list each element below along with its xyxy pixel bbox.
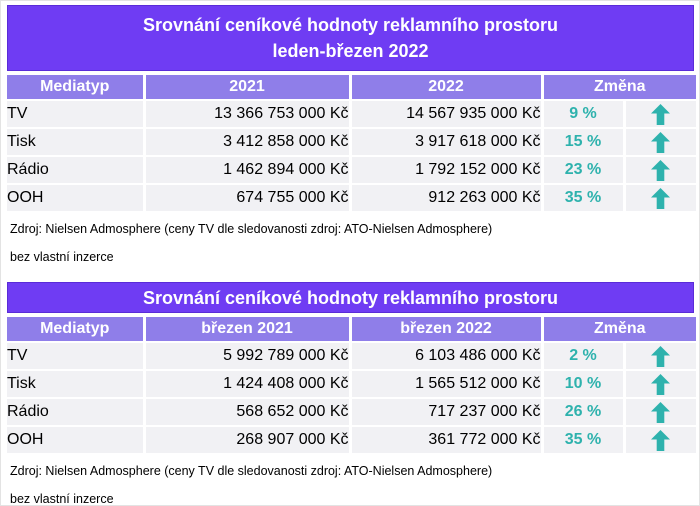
trend-cell — [624, 370, 697, 399]
table-1-block: Srovnání ceníkové hodnoty reklamního pro… — [7, 5, 697, 264]
mediatyp-cell: TV — [7, 100, 146, 129]
up-arrow-icon — [651, 131, 671, 153]
up-arrow-icon — [651, 401, 671, 423]
change-percent-cell: 9 % — [542, 100, 626, 129]
change-percent-cell: 2 % — [542, 342, 626, 371]
mediatyp-cell: OOH — [7, 184, 146, 213]
table-row: Rádio 1 462 894 000 Kč 1 792 152 000 Kč … — [7, 156, 697, 185]
value-2021-cell: 3 412 858 000 Kč — [144, 128, 352, 157]
change-percent-cell: 35 % — [542, 184, 626, 213]
value-2022-cell: 912 263 000 Kč — [350, 184, 544, 213]
value-brezen-2021-cell: 1 424 408 000 Kč — [144, 370, 352, 399]
table-1-title-line1: Srovnání ceníkové hodnoty reklamního pro… — [142, 15, 559, 35]
change-percent-cell: 35 % — [542, 426, 626, 455]
value-brezen-2021-cell: 568 652 000 Kč — [144, 398, 352, 427]
value-brezen-2022-cell: 6 103 486 000 Kč — [350, 342, 544, 371]
table-2-title: Srovnání ceníkové hodnoty reklamního pro… — [7, 282, 694, 313]
col-header-brezen-2021: březen 2021 — [144, 317, 352, 343]
table-row: Tisk 3 412 858 000 Kč 3 917 618 000 Kč 1… — [7, 128, 697, 157]
comparison-table-1: Mediatyp 2021 2022 Změna TV 13 366 753 0… — [7, 75, 697, 213]
trend-cell — [624, 426, 697, 455]
change-percent-cell: 26 % — [542, 398, 626, 427]
mediatyp-cell: OOH — [7, 426, 146, 455]
note-text: bez vlastní inzerce — [10, 250, 114, 264]
table-2-title-line1: Srovnání ceníkové hodnoty reklamního pro… — [142, 287, 559, 308]
change-percent-cell: 23 % — [542, 156, 626, 185]
trend-cell — [624, 342, 697, 371]
value-brezen-2021-cell: 268 907 000 Kč — [144, 426, 352, 455]
col-header-2022: 2022 — [350, 75, 544, 101]
value-2022-cell: 3 917 618 000 Kč — [350, 128, 544, 157]
up-arrow-icon — [651, 159, 671, 181]
col-header-brezen-2022: březen 2022 — [350, 317, 544, 343]
trend-cell — [624, 156, 697, 185]
table-row: OOH 674 755 000 Kč 912 263 000 Kč 35 % — [7, 184, 697, 213]
table-2-header-row: Mediatyp březen 2021 březen 2022 Změna — [7, 317, 697, 343]
mediatyp-cell: Rádio — [7, 156, 146, 185]
col-header-zmena: Změna — [542, 75, 697, 101]
up-arrow-icon — [651, 345, 671, 367]
value-brezen-2022-cell: 361 772 000 Kč — [350, 426, 544, 455]
value-2021-cell: 13 366 753 000 Kč — [144, 100, 352, 129]
trend-cell — [624, 100, 697, 129]
change-percent-cell: 10 % — [542, 370, 626, 399]
table-row: Tisk 1 424 408 000 Kč 1 565 512 000 Kč 1… — [7, 370, 697, 399]
trend-cell — [624, 398, 697, 427]
comparison-table-2: Mediatyp březen 2021 březen 2022 Změna T… — [7, 317, 697, 455]
trend-cell — [624, 184, 697, 213]
note-text: bez vlastní inzerce — [10, 492, 114, 506]
table-row: TV 5 992 789 000 Kč 6 103 486 000 Kč 2 % — [7, 342, 697, 371]
value-2021-cell: 1 462 894 000 Kč — [144, 156, 352, 185]
mediatyp-cell: Tisk — [7, 128, 146, 157]
source-text: Zdroj: Nielsen Admosphere (ceny TV dle s… — [10, 464, 493, 478]
table-row: OOH 268 907 000 Kč 361 772 000 Kč 35 % — [7, 426, 697, 455]
up-arrow-icon — [651, 373, 671, 395]
up-arrow-icon — [651, 103, 671, 125]
mediatyp-cell: Rádio — [7, 398, 146, 427]
up-arrow-icon — [651, 429, 671, 451]
trend-cell — [624, 128, 697, 157]
change-percent-cell: 15 % — [542, 128, 626, 157]
col-header-2021: 2021 — [144, 75, 352, 101]
spacer — [7, 264, 694, 282]
col-header-mediatyp: Mediatyp — [7, 317, 146, 343]
col-header-mediatyp: Mediatyp — [7, 75, 146, 101]
mediatyp-cell: TV — [7, 342, 146, 371]
col-header-zmena: Změna — [542, 317, 697, 343]
value-2021-cell: 674 755 000 Kč — [144, 184, 352, 213]
table-1-title-line2: leden-březen 2022 — [272, 41, 429, 61]
table-row: TV 13 366 753 000 Kč 14 567 935 000 Kč 9… — [7, 100, 697, 129]
value-2022-cell: 14 567 935 000 Kč — [350, 100, 544, 129]
mediatyp-cell: Tisk — [7, 370, 146, 399]
value-brezen-2022-cell: 1 565 512 000 Kč — [350, 370, 544, 399]
value-2022-cell: 1 792 152 000 Kč — [350, 156, 544, 185]
up-arrow-icon — [651, 187, 671, 209]
table-2-block: Srovnání ceníkové hodnoty reklamního pro… — [7, 282, 697, 506]
table-row: Rádio 568 652 000 Kč 717 237 000 Kč 26 % — [7, 398, 697, 427]
value-brezen-2022-cell: 717 237 000 Kč — [350, 398, 544, 427]
table-1-header-row: Mediatyp 2021 2022 Změna — [7, 75, 697, 101]
source-text: Zdroj: Nielsen Admosphere (ceny TV dle s… — [10, 222, 493, 236]
value-brezen-2021-cell: 5 992 789 000 Kč — [144, 342, 352, 371]
table-1-title: Srovnání ceníkové hodnoty reklamního pro… — [7, 5, 694, 71]
